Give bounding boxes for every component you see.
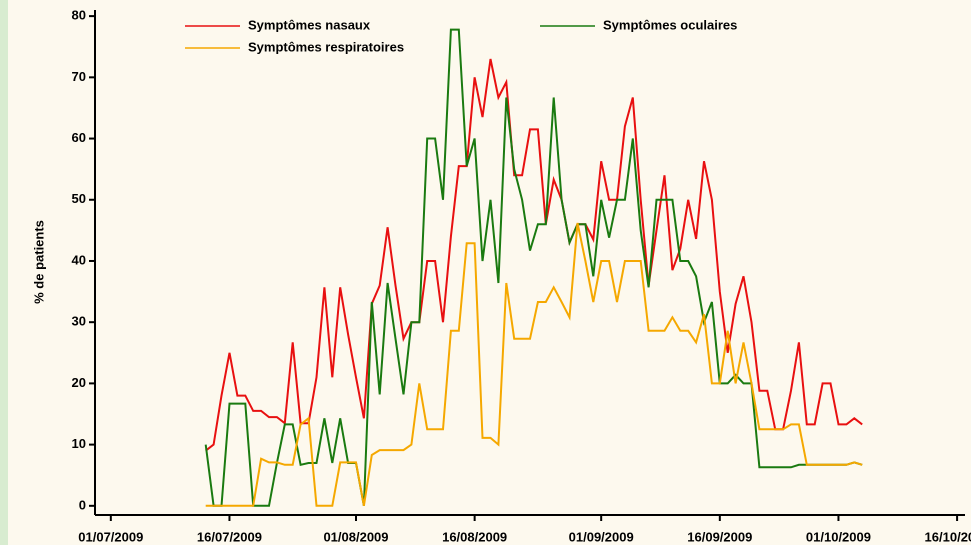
series-line xyxy=(205,222,863,507)
series-line xyxy=(205,58,863,452)
y-tick-label: 30 xyxy=(72,314,86,329)
y-tick-label: 80 xyxy=(72,8,86,23)
x-tick-label: 01/10/2009 xyxy=(806,529,871,544)
x-tick-label: 01/08/2009 xyxy=(323,529,388,544)
series-line xyxy=(204,28,863,507)
y-axis-label: % de patients xyxy=(31,220,46,304)
x-tick-label: 01/09/2009 xyxy=(569,529,634,544)
x-tick-label: 16/08/2009 xyxy=(442,529,507,544)
legend-label: Symptômes oculaires xyxy=(603,17,737,32)
legend-label: Symptômes nasaux xyxy=(248,17,371,32)
left-strip xyxy=(0,0,8,545)
x-tick-label: 16/10/2009 xyxy=(925,529,971,544)
x-tick-label: 16/07/2009 xyxy=(197,529,262,544)
y-tick-label: 60 xyxy=(72,130,86,145)
y-tick-label: 70 xyxy=(72,69,86,84)
y-tick-label: 40 xyxy=(72,252,86,267)
legend-label: Symptômes respiratoires xyxy=(248,39,404,54)
y-tick-label: 10 xyxy=(72,436,86,451)
y-tick-label: 20 xyxy=(72,375,86,390)
x-tick-label: 01/07/2009 xyxy=(78,529,143,544)
y-tick-label: 0 xyxy=(79,497,86,512)
y-tick-label: 50 xyxy=(72,191,86,206)
x-tick-label: 16/09/2009 xyxy=(687,529,752,544)
